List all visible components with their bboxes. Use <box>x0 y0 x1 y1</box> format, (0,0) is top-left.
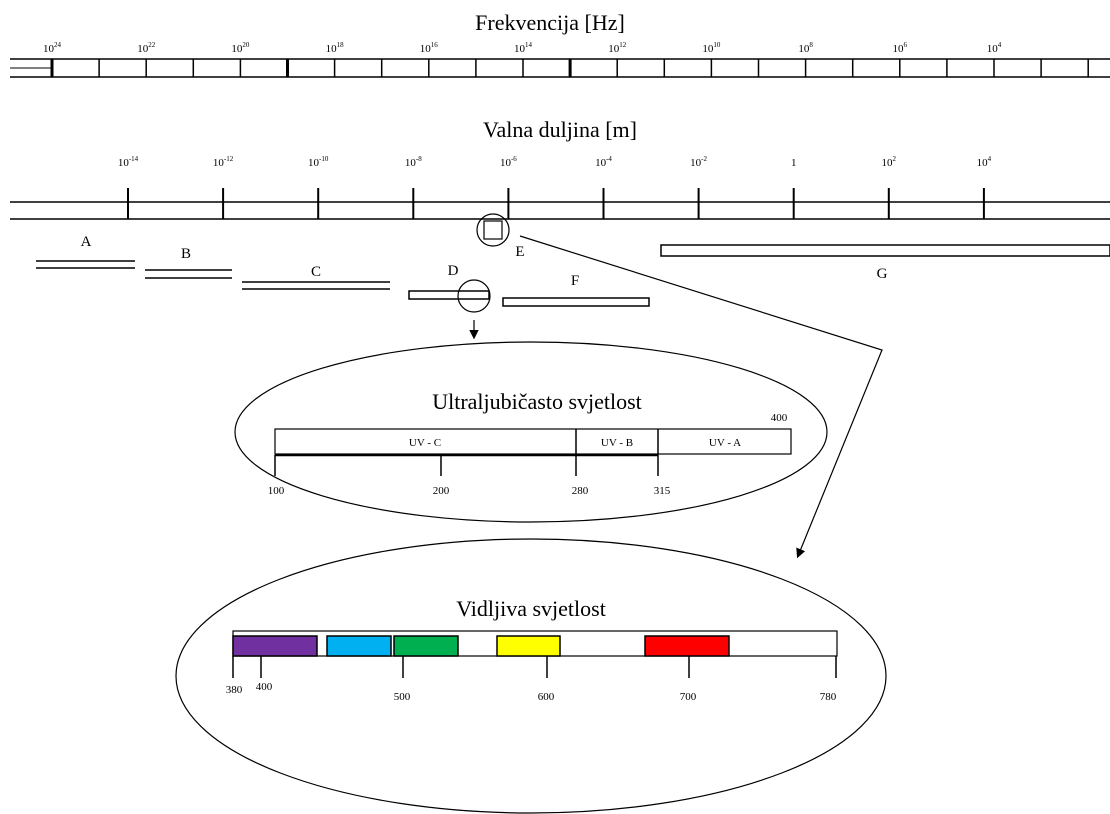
visible-ellipse <box>175 538 887 814</box>
band-bar-d <box>408 290 490 300</box>
visible-band-red <box>644 635 730 657</box>
wavelength-ticks <box>127 188 985 219</box>
visible-band-blue <box>326 635 392 657</box>
visible-tick-label: 600 <box>538 691 555 703</box>
uv-segment-a: UV - A <box>709 437 741 449</box>
wavelength-label: 1 <box>791 157 797 169</box>
uv-tick-label: 315 <box>654 485 671 497</box>
uv-segment-c: UV - C <box>409 437 441 449</box>
uv-tick-label: 200 <box>433 485 450 497</box>
uv-ellipse <box>234 341 828 523</box>
band-label-d: D <box>448 263 459 279</box>
band-bar-c <box>242 281 390 290</box>
band-label-b: B <box>181 246 191 262</box>
visible-zoom-pointer <box>519 235 883 559</box>
visible-tick-label: 700 <box>680 691 697 703</box>
wavelength-label: 104 <box>977 155 992 169</box>
wavelength-title: Valna duljina [m] <box>483 117 637 142</box>
band-label-e: E <box>515 244 524 260</box>
visible-tick-label: 380 <box>226 684 243 696</box>
frequency-label: 1010 <box>702 41 721 55</box>
wavelength-label: 10-2 <box>690 155 707 169</box>
uv-zoom-circle <box>457 279 491 313</box>
visible-tick-label: 400 <box>256 681 273 693</box>
wavelength-label: 10-10 <box>308 155 329 169</box>
uv-tick-label: 100 <box>268 485 285 497</box>
uv-title: Ultraljubičasto svjetlost <box>432 389 642 414</box>
wavelength-labels: 10-14 10-12 10-10 10-8 10-6 10-4 10-2 1 102 104 <box>118 155 992 169</box>
frequency-ticks <box>50 59 1089 77</box>
frequency-label: 1022 <box>137 41 156 55</box>
frequency-label: 108 <box>798 41 813 55</box>
visible-band-yellow <box>496 635 561 657</box>
band-label-g: G <box>877 266 888 282</box>
visible-band-violet <box>232 635 318 657</box>
band-bar-a <box>36 260 135 269</box>
band-bar-f <box>502 297 650 307</box>
frequency-axis <box>10 58 1110 78</box>
frequency-label: 1016 <box>420 41 439 55</box>
visible-tick-label: 780 <box>820 691 837 703</box>
frequency-label: 1020 <box>231 41 250 55</box>
frequency-label: 104 <box>987 41 1002 55</box>
frequency-label: 106 <box>893 41 908 55</box>
uv-segment-b: UV - B <box>601 437 633 449</box>
frequency-label: 1024 <box>43 41 62 55</box>
visible-band-green <box>393 635 459 657</box>
uv-tick-label: 280 <box>572 485 589 497</box>
wavelength-label: 10-8 <box>405 155 422 169</box>
frequency-label: 1014 <box>514 41 533 55</box>
wavelength-label: 10-6 <box>500 155 517 169</box>
visible-zoom-circle <box>476 213 510 247</box>
frequency-label: 1018 <box>326 41 345 55</box>
visible-ticks <box>232 656 837 678</box>
band-label-f: F <box>571 273 579 289</box>
visible-tick-label: 500 <box>394 691 411 703</box>
wavelength-label: 102 <box>882 155 897 169</box>
wavelength-axis <box>10 201 1110 220</box>
band-label-a: A <box>81 234 92 250</box>
frequency-title: Frekvencija [Hz] <box>475 10 625 35</box>
wavelength-label: 10-12 <box>213 155 234 169</box>
uv-end-label: 400 <box>771 412 788 424</box>
band-bar-g <box>660 244 1110 257</box>
band-bar-b <box>145 269 232 279</box>
band-marker-e <box>483 220 503 240</box>
wavelength-label: 10-14 <box>118 155 139 169</box>
wavelength-label: 10-4 <box>595 155 612 169</box>
band-label-c: C <box>311 264 321 280</box>
frequency-labels: 1024 1022 1020 1018 1016 1014 1012 1010 108 106 10… <box>43 41 1002 55</box>
frequency-label: 1012 <box>608 41 627 55</box>
visible-title: Vidljiva svjetlost <box>456 596 606 621</box>
